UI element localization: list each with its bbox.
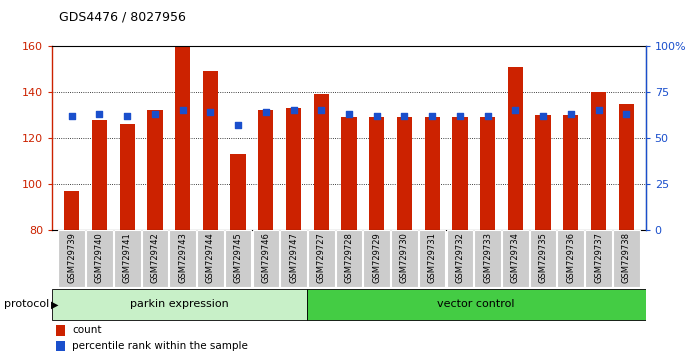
Point [482,113,493,119]
Point [66,113,77,119]
Bar [170,230,196,287]
Text: GSM729731: GSM729731 [428,232,437,283]
Bar [142,230,168,287]
Text: GDS4476 / 8027956: GDS4476 / 8027956 [59,11,186,24]
Text: ▶: ▶ [51,299,59,309]
Text: GSM729735: GSM729735 [539,232,547,283]
Bar [336,230,362,287]
Text: GSM729732: GSM729732 [455,232,464,283]
Text: GSM729747: GSM729747 [289,232,298,283]
Bar [52,289,306,320]
Bar [369,118,385,230]
Point [510,108,521,113]
Bar [175,46,191,230]
Bar [364,230,390,287]
Bar [306,289,646,320]
Text: parkin expression: parkin expression [130,299,229,309]
Point [399,113,410,119]
Bar [618,103,634,230]
Bar [92,120,107,230]
Point [232,122,244,128]
Text: GSM729729: GSM729729 [372,232,381,282]
Text: protocol: protocol [3,299,49,309]
Bar [147,110,163,230]
Bar [558,230,584,287]
Bar [341,118,357,230]
Text: GSM729736: GSM729736 [566,232,575,283]
Bar [563,115,579,230]
Point [454,113,466,119]
Bar [86,230,113,287]
Point [371,113,383,119]
Point [260,109,272,115]
Point [121,113,133,119]
Bar [280,230,307,287]
Text: GSM729744: GSM729744 [206,232,215,282]
Bar [475,230,501,287]
Text: GSM729739: GSM729739 [67,232,76,283]
Text: GSM729737: GSM729737 [594,232,603,283]
Point [593,108,604,113]
Bar [56,341,65,351]
Bar [480,118,496,230]
Point [149,111,161,117]
Point [315,108,327,113]
Bar [424,118,440,230]
Bar [535,115,551,230]
Bar [253,230,279,287]
Bar [258,110,274,230]
Bar [397,118,412,230]
Bar [585,230,612,287]
Bar [308,230,334,287]
Text: percentile rank within the sample: percentile rank within the sample [72,341,248,351]
Text: GSM729738: GSM729738 [622,232,631,283]
Text: GSM729743: GSM729743 [178,232,187,283]
Bar [591,92,606,230]
Text: count: count [72,325,101,336]
Bar [64,191,80,230]
Bar [114,230,140,287]
Bar [613,230,639,287]
Bar [56,325,65,336]
Bar [59,230,85,287]
Text: GSM729730: GSM729730 [400,232,409,283]
Point [343,111,355,117]
Bar [202,71,218,230]
Bar [530,230,556,287]
Bar [452,118,468,230]
Point [288,108,299,113]
Bar [507,67,523,230]
Text: GSM729740: GSM729740 [95,232,104,282]
Bar [447,230,473,287]
Bar [502,230,528,287]
Bar [119,124,135,230]
Point [426,113,438,119]
Bar [286,108,301,230]
Point [94,111,105,117]
Bar [391,230,418,287]
Bar [230,154,246,230]
Point [205,109,216,115]
Text: vector control: vector control [438,299,515,309]
Point [565,111,577,117]
Point [537,113,549,119]
Text: GSM729733: GSM729733 [483,232,492,283]
Text: GSM729728: GSM729728 [345,232,353,283]
Bar [225,230,251,287]
Text: GSM729727: GSM729727 [317,232,326,283]
Point [177,108,188,113]
Point [621,111,632,117]
Text: GSM729734: GSM729734 [511,232,520,283]
Text: GSM729742: GSM729742 [151,232,159,282]
Text: GSM729746: GSM729746 [261,232,270,283]
Bar [313,94,329,230]
Text: GSM729745: GSM729745 [234,232,243,282]
Bar [197,230,223,287]
Text: GSM729741: GSM729741 [123,232,132,282]
Bar [419,230,445,287]
